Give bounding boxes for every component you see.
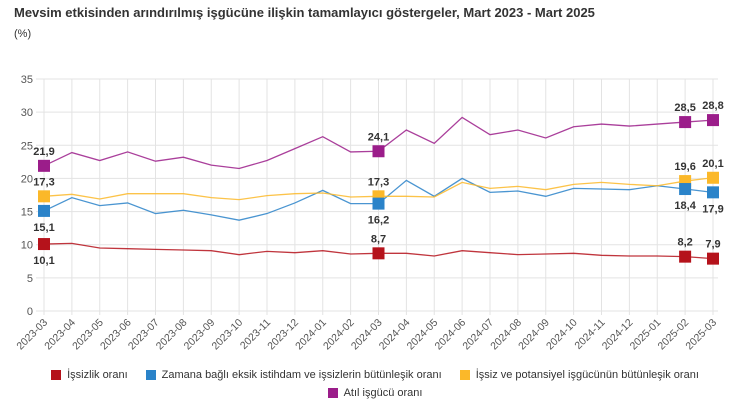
y-tick-label: 10 [21, 240, 33, 252]
legend-label: İşsizlik oranı [67, 369, 128, 381]
data-label: 28,5 [674, 102, 695, 114]
legend-row-1: İşsizlik oranı Zamana bağlı eksik istihd… [0, 369, 750, 381]
data-point-marker [679, 183, 692, 196]
data-point-marker [372, 197, 385, 210]
data-point-marker [707, 171, 719, 184]
legend-label: Zamana bağlı eksik istihdam ve işsizleri… [161, 369, 442, 381]
y-tick-label: 30 [21, 107, 33, 119]
data-label: 24,1 [368, 131, 389, 143]
legend-item-1[interactable]: Zamana bağlı eksik istihdam ve işsizleri… [145, 369, 442, 381]
data-point-marker [372, 247, 385, 260]
legend-item-3[interactable]: Atıl işgücü oranı [327, 387, 423, 399]
y-tick-label: 15 [21, 207, 33, 219]
y-tick-label: 20 [21, 173, 33, 185]
data-label: 19,6 [674, 161, 695, 173]
legend-swatch [51, 370, 62, 380]
data-point-marker [707, 114, 719, 127]
legend-swatch [327, 388, 338, 398]
legend-label: İşsiz ve potansiyel işgücünün bütünleşik… [475, 369, 699, 381]
data-label: 16,2 [368, 215, 389, 227]
data-point-marker [707, 252, 719, 265]
data-label: 17,9 [702, 203, 723, 215]
data-label: 21,9 [33, 146, 54, 158]
data-point-marker [38, 159, 50, 172]
y-tick-label: 5 [27, 273, 33, 285]
x-tick-label: 2025-03 [683, 317, 719, 353]
data-label: 10,1 [33, 255, 54, 267]
x-tick-label: 2024-10 [544, 317, 580, 353]
y-axis-unit: (%) [14, 28, 32, 40]
data-point-marker [38, 204, 50, 217]
legend-row-2: Atıl işgücü oranı [0, 387, 750, 399]
legend-item-2[interactable]: İşsiz ve potansiyel işgücünün bütünleşik… [459, 369, 699, 381]
data-point-marker [679, 116, 692, 129]
data-point-marker [707, 186, 719, 199]
data-label: 15,1 [33, 222, 54, 234]
data-label: 7,9 [705, 239, 720, 251]
data-point-marker [38, 238, 50, 251]
y-tick-label: 25 [21, 140, 33, 152]
legend-label: Atıl işgücü oranı [343, 387, 423, 399]
data-label: 28,8 [702, 100, 723, 112]
legend-item-0[interactable]: İşsizlik oranı [51, 369, 128, 381]
data-label: 17,3 [33, 176, 54, 188]
data-label: 20,1 [702, 158, 723, 170]
data-label: 8,2 [677, 237, 692, 249]
x-tick-label: 2023-10 [210, 317, 246, 353]
data-point-marker [372, 145, 385, 158]
chart-title: Mevsim etkisinden arındırılmış işgücüne … [14, 5, 595, 20]
data-label: 8,7 [371, 233, 386, 245]
legend-swatch [459, 370, 470, 380]
y-tick-label: 0 [27, 306, 33, 318]
data-point-marker [38, 190, 50, 203]
data-label: 17,3 [368, 176, 389, 188]
data-label: 18,4 [674, 200, 696, 212]
legend-swatch [145, 370, 156, 380]
data-point-marker [679, 250, 692, 263]
y-tick-label: 35 [21, 74, 33, 86]
